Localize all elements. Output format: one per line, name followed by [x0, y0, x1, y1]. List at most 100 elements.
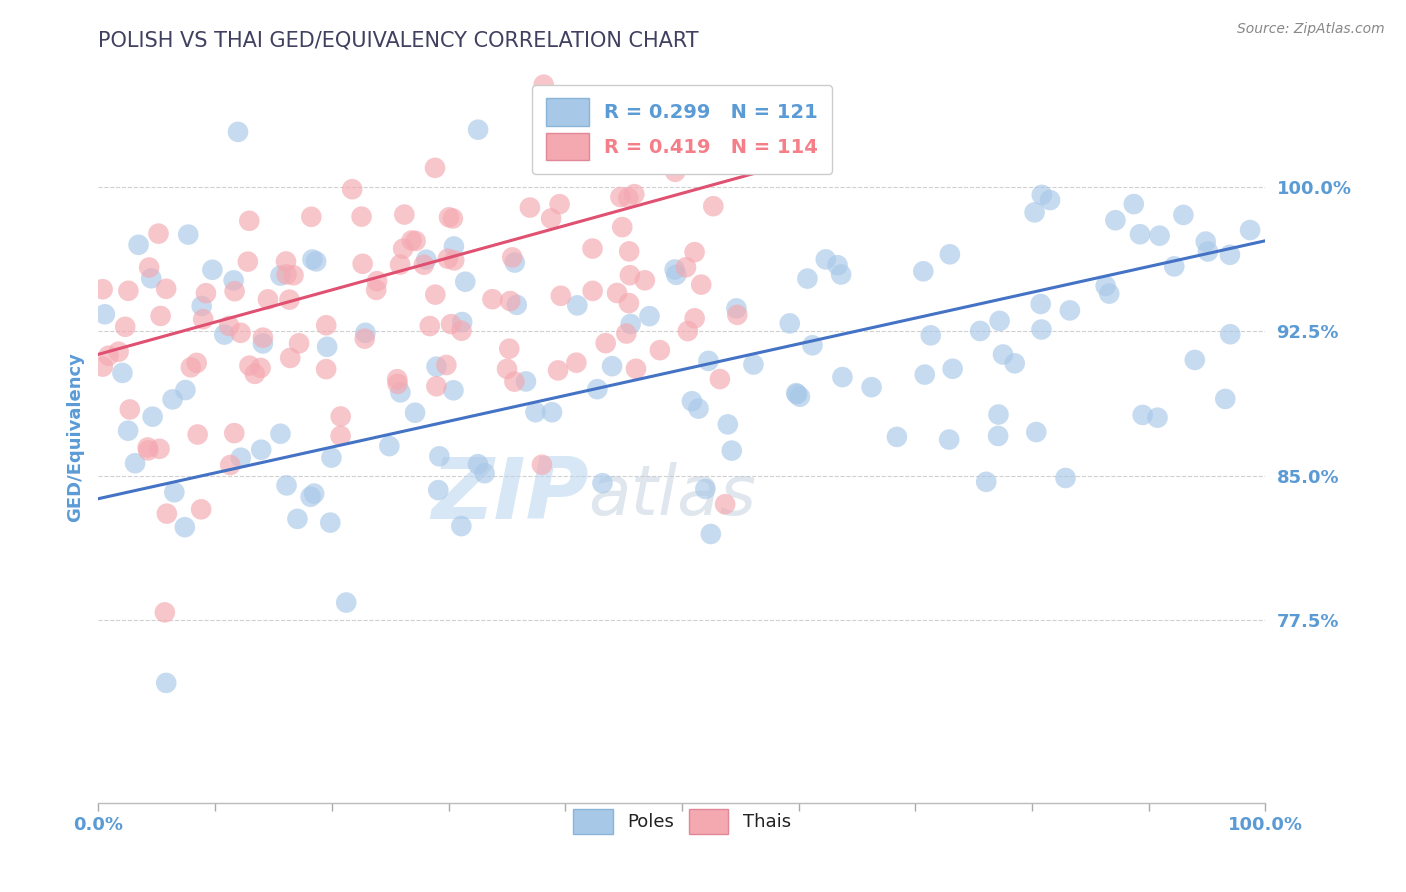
Point: [238, 359, 260, 373]
Point: [683, 311, 706, 326]
Point: [1129, 227, 1152, 242]
Point: [582, 284, 605, 298]
Point: [299, 490, 322, 504]
Point: [425, 287, 447, 301]
Point: [226, 125, 249, 139]
Point: [634, 273, 657, 287]
Point: [276, 268, 298, 282]
Point: [128, 237, 150, 252]
Point: [387, 372, 409, 386]
Point: [530, 458, 553, 472]
Point: [153, 606, 176, 620]
Point: [886, 430, 908, 444]
Point: [427, 483, 450, 497]
Point: [912, 264, 935, 278]
Point: [1173, 208, 1195, 222]
Point: [720, 443, 742, 458]
Point: [148, 442, 170, 456]
Point: [1197, 244, 1219, 259]
Point: [319, 516, 342, 530]
Point: [156, 507, 179, 521]
Point: [276, 478, 298, 492]
Point: [136, 443, 159, 458]
Point: [665, 268, 688, 282]
Point: [387, 376, 409, 391]
Point: [155, 676, 177, 690]
Point: [664, 165, 686, 179]
Point: [1054, 471, 1077, 485]
Point: [187, 427, 209, 442]
Point: [201, 262, 224, 277]
Point: [366, 283, 388, 297]
Point: [602, 114, 624, 128]
Point: [695, 482, 717, 496]
Point: [443, 239, 465, 253]
Point: [190, 299, 212, 313]
Point: [443, 384, 465, 398]
Point: [914, 368, 936, 382]
Point: [920, 328, 942, 343]
Point: [605, 153, 627, 167]
Point: [567, 145, 589, 159]
Point: [316, 340, 339, 354]
Point: [1149, 228, 1171, 243]
Point: [675, 260, 697, 275]
Point: [638, 309, 661, 323]
Point: [288, 336, 311, 351]
Point: [1029, 297, 1052, 311]
Point: [329, 409, 352, 424]
Point: [565, 356, 588, 370]
Point: [467, 457, 489, 471]
Point: [623, 187, 645, 202]
Point: [709, 372, 731, 386]
Point: [713, 121, 735, 136]
Point: [163, 485, 186, 500]
Point: [725, 308, 748, 322]
Point: [91, 359, 114, 374]
Point: [827, 258, 849, 272]
Point: [124, 456, 146, 470]
Point: [988, 314, 1011, 328]
Point: [274, 254, 297, 268]
Point: [415, 252, 437, 267]
Point: [138, 260, 160, 275]
Point: [437, 211, 460, 225]
Point: [499, 293, 522, 308]
Point: [717, 417, 740, 432]
Point: [378, 439, 401, 453]
Point: [595, 336, 617, 351]
Point: [987, 429, 1010, 443]
Point: [789, 390, 811, 404]
Point: [586, 382, 609, 396]
Point: [533, 78, 555, 92]
Point: [801, 338, 824, 352]
Point: [519, 201, 541, 215]
Point: [548, 197, 571, 211]
Point: [524, 405, 547, 419]
Point: [427, 450, 450, 464]
Text: ZIP: ZIP: [430, 454, 589, 537]
Point: [498, 342, 520, 356]
Point: [405, 234, 427, 248]
Point: [252, 331, 274, 345]
Point: [1184, 353, 1206, 368]
Point: [305, 254, 328, 268]
Point: [94, 307, 117, 321]
Point: [243, 367, 266, 381]
Point: [1195, 235, 1218, 249]
Point: [450, 519, 472, 533]
Point: [714, 497, 737, 511]
Point: [481, 292, 503, 306]
Point: [249, 360, 271, 375]
Point: [412, 258, 434, 272]
Point: [831, 370, 853, 384]
Point: [1094, 279, 1116, 293]
Point: [690, 277, 713, 292]
Point: [1004, 356, 1026, 370]
Point: [219, 458, 242, 472]
Point: [700, 527, 723, 541]
Point: [437, 252, 460, 266]
Point: [683, 245, 706, 260]
Point: [779, 317, 801, 331]
Point: [419, 319, 441, 334]
